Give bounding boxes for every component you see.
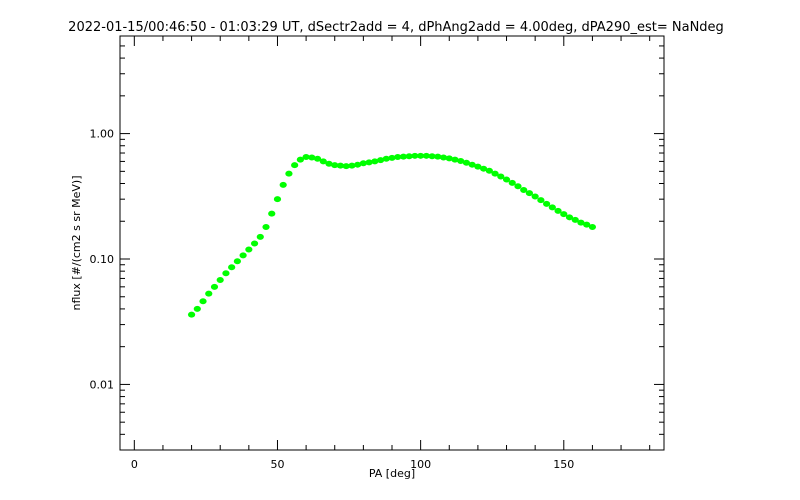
data-point <box>365 159 373 166</box>
data-point <box>376 157 385 164</box>
data-point <box>468 161 476 168</box>
data-point <box>560 211 568 218</box>
data-point <box>382 155 390 162</box>
data-point <box>405 153 413 160</box>
x-tick-label: 50 <box>270 458 284 471</box>
data-point <box>537 197 545 204</box>
data-point <box>583 221 591 228</box>
data-point <box>462 159 471 166</box>
series-points <box>187 152 597 318</box>
y-axis-label: nflux [#/(cm2 s sr MeV)] <box>70 176 83 311</box>
data-point <box>187 311 196 318</box>
data-point <box>308 154 316 161</box>
data-point <box>233 258 241 265</box>
y-tick-label: 0.01 <box>90 378 115 391</box>
data-point <box>474 163 482 170</box>
data-point <box>577 219 585 226</box>
data-point <box>296 156 304 163</box>
data-point <box>571 216 579 223</box>
data-point <box>291 162 299 169</box>
data-point <box>428 153 436 160</box>
data-point <box>543 200 551 207</box>
data-point <box>451 156 459 163</box>
data-point <box>342 163 350 170</box>
y-axis-ticks <box>120 35 664 451</box>
data-point <box>520 187 528 194</box>
data-point <box>588 223 597 230</box>
data-point <box>313 155 322 162</box>
data-point <box>250 240 259 247</box>
data-point <box>325 160 333 167</box>
data-point <box>439 154 448 161</box>
data-point <box>457 157 465 164</box>
data-point <box>205 290 213 297</box>
data-point <box>331 162 339 169</box>
data-point <box>565 214 574 221</box>
data-point <box>336 162 345 169</box>
data-point <box>399 153 408 160</box>
data-point <box>497 173 505 180</box>
data-point <box>371 158 379 165</box>
data-point <box>411 152 419 159</box>
data-point <box>422 152 430 159</box>
x-axis-tick-labels: 0 50 100 150 <box>131 458 574 471</box>
data-point <box>417 152 425 159</box>
data-point <box>508 179 516 186</box>
data-point <box>514 183 522 190</box>
data-point <box>302 154 310 161</box>
chart-title: 2022-01-15/00:46:50 - 01:03:29 UT, dSect… <box>68 20 724 35</box>
data-point <box>445 155 453 162</box>
data-point <box>273 196 282 203</box>
data-point <box>348 162 356 169</box>
data-point <box>245 246 253 253</box>
data-point <box>359 160 367 167</box>
data-point <box>480 165 488 172</box>
data-point <box>531 193 539 200</box>
data-point <box>485 167 493 174</box>
data-point <box>434 153 442 160</box>
data-point <box>239 252 247 259</box>
x-axis-ticks <box>133 36 651 450</box>
data-point <box>199 298 207 305</box>
data-point <box>256 233 264 240</box>
data-point <box>354 161 362 168</box>
data-point <box>193 305 201 312</box>
x-axis-label: PA [deg] <box>369 467 415 480</box>
data-point <box>222 270 230 277</box>
data-point <box>285 170 293 177</box>
x-tick-label: 100 <box>410 458 431 471</box>
y-tick-label: 1.00 <box>90 128 115 141</box>
x-tick-label: 0 <box>131 458 138 471</box>
data-point <box>394 154 402 161</box>
data-point <box>548 204 556 211</box>
data-point <box>279 181 287 188</box>
data-point <box>502 176 511 183</box>
y-axis-tick-labels: 0.01 0.10 1.00 <box>90 128 115 392</box>
data-point <box>216 277 224 284</box>
x-tick-label: 150 <box>553 458 574 471</box>
data-point <box>268 210 276 217</box>
data-point <box>228 264 236 271</box>
data-point <box>554 207 562 214</box>
data-point <box>525 190 534 197</box>
plot-frame <box>119 35 665 451</box>
y-tick-label: 0.10 <box>90 253 115 266</box>
data-point <box>491 170 499 177</box>
data-point <box>210 283 219 290</box>
data-point <box>262 223 270 230</box>
data-point <box>319 158 327 165</box>
data-point <box>388 154 396 161</box>
